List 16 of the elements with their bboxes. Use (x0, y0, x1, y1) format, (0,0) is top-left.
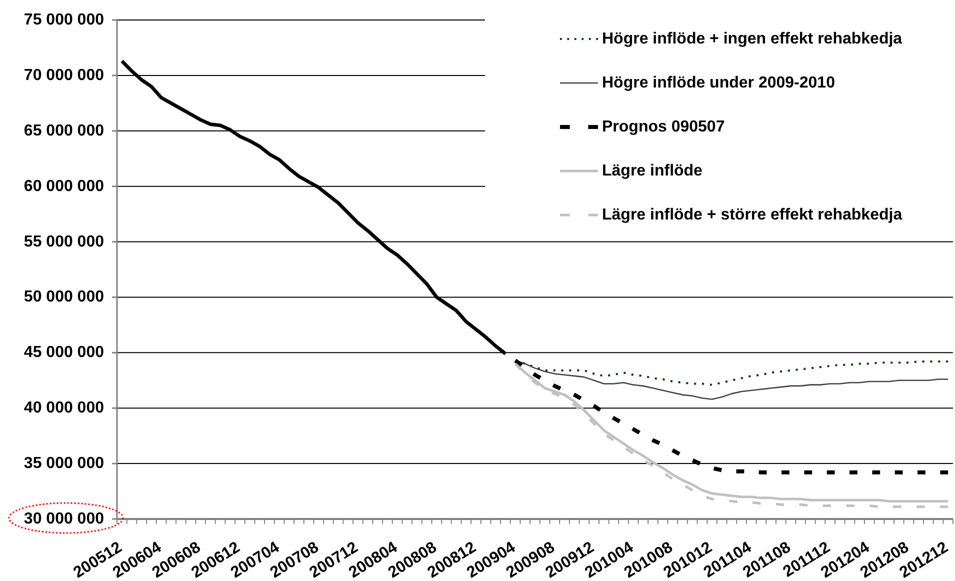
y-tick-label: 60 000 000 (24, 178, 104, 195)
y-tick-label: 40 000 000 (24, 400, 104, 417)
y-tick-label: 65 000 000 (24, 122, 104, 140)
y-tick-label: 35 000 000 (24, 455, 104, 472)
y-tick-label: 75 000 000 (24, 12, 104, 28)
y-tick-label: 70 000 000 (24, 66, 104, 84)
line-series (514, 359, 950, 386)
y-tick-label: 55 000 000 (24, 233, 104, 250)
legend-label: Prognos 090507 (602, 118, 725, 136)
y-tick-label: 50 000 000 (24, 288, 104, 306)
legend-label: Högre inflöde under 2009-2010 (602, 74, 836, 92)
legend-label: Lägre inflöde (602, 162, 703, 180)
y-tick-label: 45 000 000 (24, 344, 104, 362)
legend-label: Lägre inflöde + större effekt rehabkedja (602, 206, 902, 224)
legend-label: Högre inflöde + ingen effekt rehabkedja (602, 30, 902, 48)
y-tick-label: 30 000 000 (24, 510, 104, 528)
